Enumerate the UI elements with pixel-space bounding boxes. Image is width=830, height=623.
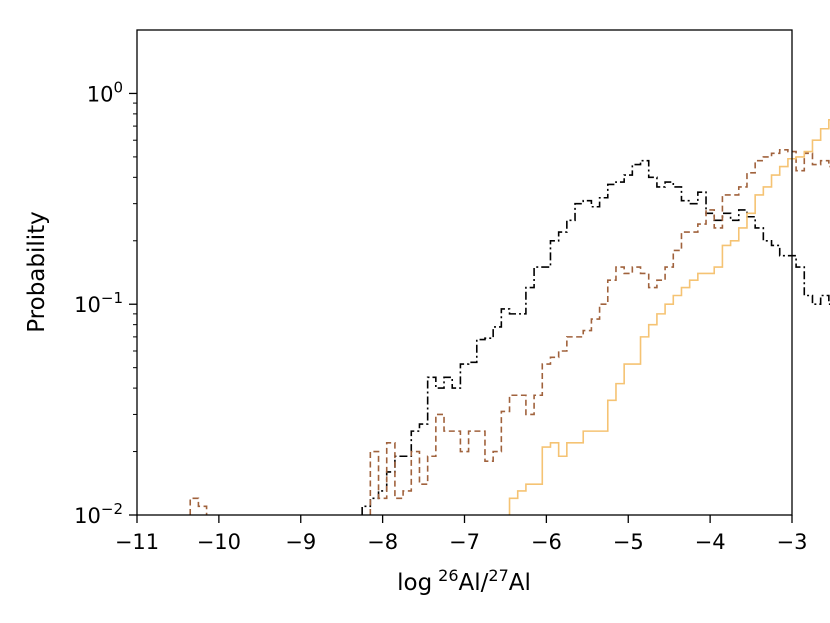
- series-1-step-line-0: [189, 497, 208, 515]
- series-2: [508, 118, 830, 515]
- x-tick-label-8: −3: [777, 530, 808, 554]
- series-0: [361, 159, 830, 515]
- y-axis-ticks: 100 10−1 10−2: [74, 78, 137, 528]
- series-0-step-line-0: [361, 159, 830, 515]
- x-tick-label-1: −10: [197, 530, 241, 554]
- series-1: [189, 149, 830, 515]
- x-tick-label-5: −6: [531, 530, 562, 554]
- series-layer: [189, 118, 830, 515]
- y-axis-label: Probability: [24, 211, 50, 333]
- series-2-step-line-0: [508, 118, 830, 515]
- x-tick-label-7: −4: [695, 530, 726, 554]
- y-tick-label-2: 10−2: [74, 500, 123, 528]
- x-tick-label-3: −8: [367, 530, 398, 554]
- x-tick-label-2: −9: [285, 530, 316, 554]
- y-tick-label-0: 100: [87, 78, 123, 106]
- x-axis-label: log 26Al/27Al: [397, 566, 531, 596]
- y-tick-label-1: 10−1: [74, 289, 123, 317]
- x-tick-label-4: −7: [449, 530, 480, 554]
- x-tick-label-6: −5: [613, 530, 644, 554]
- series-1-step-line-1: [369, 149, 830, 515]
- x-axis-ticks: −11 −10 −9 −8 −7 −6 −5 −4 −3: [115, 515, 808, 554]
- x-tick-label-0: −11: [115, 530, 159, 554]
